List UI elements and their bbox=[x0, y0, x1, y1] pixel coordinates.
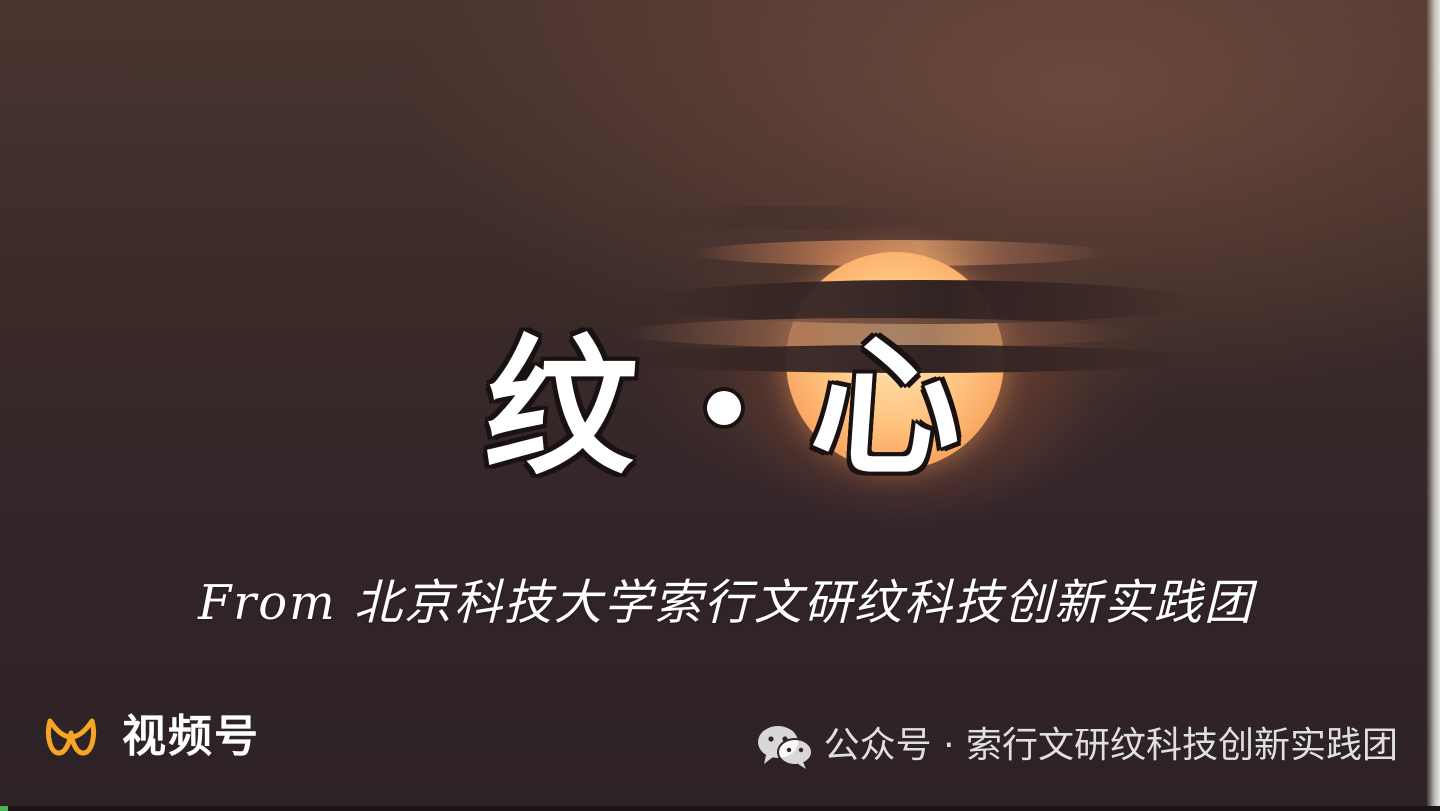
wechat-icon bbox=[757, 726, 813, 769]
account-watermark: 公众号 · 索行文研纹科技创新实践团 bbox=[756, 720, 1398, 772]
cloud-band bbox=[640, 280, 1200, 324]
progress-bar[interactable] bbox=[0, 806, 1440, 811]
title-char-wen: 纹 bbox=[479, 320, 643, 496]
window-edge bbox=[1426, 0, 1440, 811]
video-subtitle: From 北京科技大学索行文研纹科技创新实践团 bbox=[198, 575, 1254, 631]
account-label: 公众号 · 索行文研纹科技创新实践团 bbox=[823, 725, 1398, 766]
cloud-band bbox=[620, 318, 1140, 348]
channels-label: 视频号 bbox=[122, 711, 260, 762]
video-title: 纹 心 bbox=[480, 318, 968, 498]
cloud-band bbox=[580, 206, 960, 230]
channels-logo-icon bbox=[45, 718, 97, 756]
title-separator-dot bbox=[707, 391, 741, 425]
cloud-band bbox=[610, 345, 1210, 373]
channels-watermark: 视频号 bbox=[44, 711, 260, 763]
title-char-xin: 心 bbox=[805, 320, 969, 496]
